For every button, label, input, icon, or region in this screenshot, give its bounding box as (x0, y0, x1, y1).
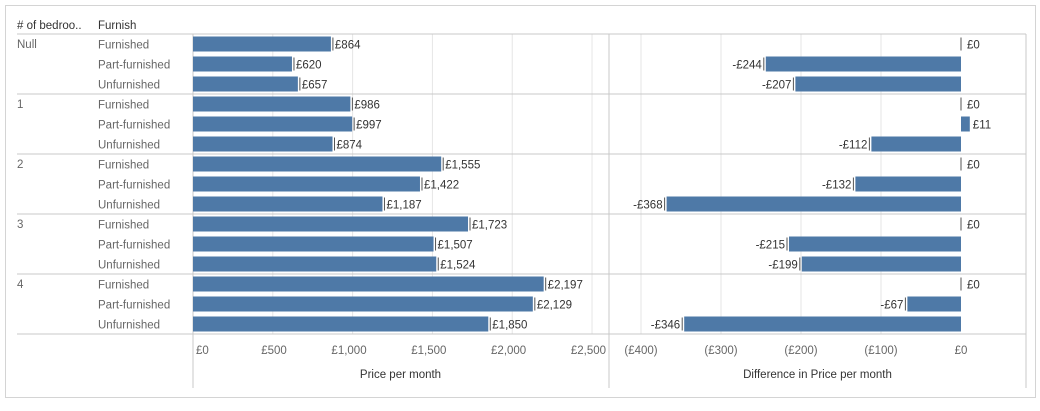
difference-bar (684, 316, 961, 332)
difference-data-label: £0 (967, 40, 980, 52)
price-axis-tick-label: £0 (196, 345, 209, 357)
difference-bar (666, 196, 961, 212)
price-bar (193, 296, 533, 312)
difference-data-label: -£199 (768, 260, 797, 272)
furnish-label: Part-furnished (98, 60, 170, 72)
furnish-column-header: Furnish (98, 20, 136, 32)
difference-bar (871, 136, 961, 152)
furnish-label: Furnished (98, 280, 149, 292)
furnish-label: Unfurnished (98, 140, 160, 152)
worksheet-frame (5, 5, 1036, 398)
furnish-label: Part-furnished (98, 180, 170, 192)
difference-data-label: £0 (967, 160, 980, 172)
difference-data-label: -£215 (756, 240, 785, 252)
bedrooms-group-label: 1 (17, 99, 23, 111)
price-bar (193, 216, 469, 232)
price-axis-tick-label: £1,500 (411, 345, 446, 357)
difference-bar (961, 116, 970, 132)
difference-data-label: -£368 (633, 200, 662, 212)
price-bar (193, 116, 353, 132)
difference-data-label: £11 (973, 120, 991, 132)
price-data-label: £997 (356, 120, 382, 132)
price-axis-tick-label: £2,500 (571, 345, 606, 357)
price-data-label: £874 (337, 140, 363, 152)
difference-data-label: -£346 (651, 320, 680, 332)
furnish-label: Unfurnished (98, 200, 160, 212)
price-data-label: £1,723 (472, 220, 507, 232)
furnish-label: Furnished (98, 160, 149, 172)
price-axis-tick-label: £2,000 (491, 345, 526, 357)
price-data-label: £1,422 (424, 180, 459, 192)
price-bar (193, 276, 544, 292)
difference-data-label: -£132 (822, 180, 851, 192)
furnish-label: Unfurnished (98, 80, 160, 92)
difference-bar (795, 76, 961, 92)
furnish-label: Unfurnished (98, 320, 160, 332)
furnish-label: Part-furnished (98, 300, 170, 312)
difference-axis-title: Difference in Price per month (743, 369, 892, 381)
price-data-label: £1,850 (492, 320, 527, 332)
price-bar (193, 196, 383, 212)
bedrooms-column-header: # of bedroo.. (17, 20, 82, 32)
price-data-label: £986 (354, 100, 380, 112)
price-data-label: £2,197 (548, 280, 583, 292)
price-data-label: £657 (302, 80, 328, 92)
bedrooms-group-label: 4 (17, 279, 24, 291)
price-bar (193, 76, 298, 92)
difference-bar (907, 296, 961, 312)
price-axis-tick-label: £500 (261, 345, 287, 357)
furnish-label: Part-furnished (98, 120, 170, 132)
price-bar (193, 56, 292, 72)
price-data-label: £1,187 (386, 200, 421, 212)
price-bar (193, 156, 442, 172)
price-data-label: £620 (296, 60, 322, 72)
difference-data-label: £0 (967, 100, 980, 112)
difference-bar (801, 256, 961, 272)
price-bar (193, 176, 420, 192)
price-data-label: £1,524 (440, 260, 476, 272)
furnish-label: Unfurnished (98, 260, 160, 272)
price-data-label: £2,129 (537, 300, 572, 312)
difference-data-label: -£244 (732, 60, 762, 72)
price-bar (193, 316, 489, 332)
price-data-label: £1,555 (445, 160, 480, 172)
difference-data-label: £0 (967, 280, 980, 292)
bedrooms-group-label: Null (17, 39, 37, 51)
bedrooms-group-label: 3 (17, 219, 23, 231)
difference-axis-tick-label: (£300) (704, 345, 737, 357)
difference-axis-tick-label: (£100) (864, 345, 897, 357)
price-data-label: £864 (335, 40, 361, 52)
price-bar (193, 96, 351, 112)
difference-data-label: -£112 (839, 140, 868, 152)
furnish-label: Part-furnished (98, 240, 170, 252)
furnish-label: Furnished (98, 220, 149, 232)
furnish-label: Furnished (98, 40, 149, 52)
difference-data-label: £0 (967, 220, 980, 232)
price-bar (193, 236, 434, 252)
price-axis-title: Price per month (360, 369, 441, 381)
difference-axis-tick-label: £0 (955, 345, 968, 357)
difference-axis-tick-label: (£200) (784, 345, 817, 357)
price-axis-tick-label: £1,000 (331, 345, 366, 357)
price-bar (193, 256, 437, 272)
difference-data-label: -£67 (880, 300, 903, 312)
difference-axis-tick-label: (£400) (624, 345, 657, 357)
bedrooms-group-label: 2 (17, 159, 23, 171)
difference-bar (855, 176, 961, 192)
difference-bar (789, 236, 961, 252)
difference-bar (765, 56, 961, 72)
price-bar (193, 36, 331, 52)
furnish-label: Furnished (98, 100, 149, 112)
price-bar (193, 136, 333, 152)
price-data-label: £1,507 (438, 240, 473, 252)
difference-data-label: -£207 (762, 80, 791, 92)
